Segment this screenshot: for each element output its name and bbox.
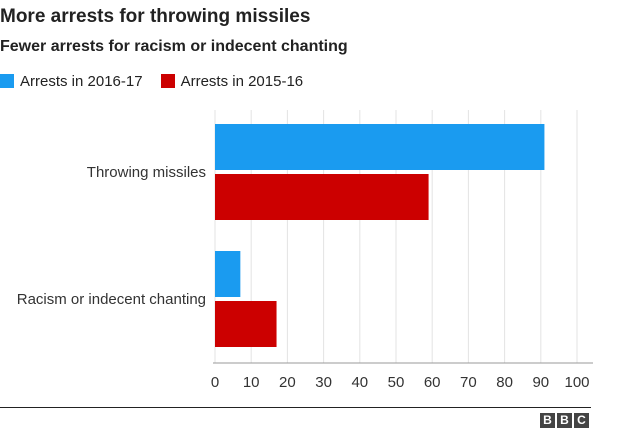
legend-swatch-2015-16: [160, 74, 175, 88]
legend: Arrests in 2016-17 Arrests in 2015-16: [0, 71, 321, 91]
bbc-logo: B B C: [540, 413, 589, 428]
legend-swatch-2016-17: [0, 74, 14, 88]
x-tick-label: 40: [351, 374, 368, 391]
footer-divider: [0, 407, 591, 408]
legend-item-2015-16: Arrests in 2015-16: [160, 72, 304, 90]
legend-label-2016-17: Arrests in 2016-17: [20, 72, 143, 90]
x-tick-label: 50: [388, 374, 405, 391]
bar-throwing-missiles-arrests-in-2016-17: [215, 124, 545, 170]
bar-throwing-missiles-arrests-in-2015-16: [215, 174, 429, 220]
bbc-logo-letter: B: [557, 413, 572, 428]
x-tick-label: 30: [315, 374, 332, 391]
bar-racism-or-indecent-chanting-arrests-in-2016-17: [215, 251, 241, 297]
x-tick-label: 60: [424, 374, 441, 391]
category-label: Throwing missiles: [87, 164, 206, 181]
bbc-logo-letter: C: [574, 413, 589, 428]
chart-title: More arrests for throwing missiles: [0, 6, 311, 27]
chart-subtitle: Fewer arrests for racism or indecent cha…: [0, 38, 348, 55]
x-tick-label: 70: [460, 374, 477, 391]
bbc-logo-letter: B: [540, 413, 555, 428]
category-label: Racism or indecent chanting: [17, 291, 206, 308]
x-tick-label: 80: [496, 374, 513, 391]
x-tick-label: 10: [243, 374, 260, 391]
x-tick-label: 100: [564, 374, 589, 391]
bar-racism-or-indecent-chanting-arrests-in-2015-16: [215, 301, 277, 347]
x-tick-label: 0: [211, 374, 219, 391]
x-tick-label: 90: [532, 374, 549, 391]
legend-item-2016-17: Arrests in 2016-17: [0, 73, 143, 90]
legend-label-2015-16: Arrests in 2015-16: [180, 72, 304, 90]
x-tick-label: 20: [279, 374, 296, 391]
